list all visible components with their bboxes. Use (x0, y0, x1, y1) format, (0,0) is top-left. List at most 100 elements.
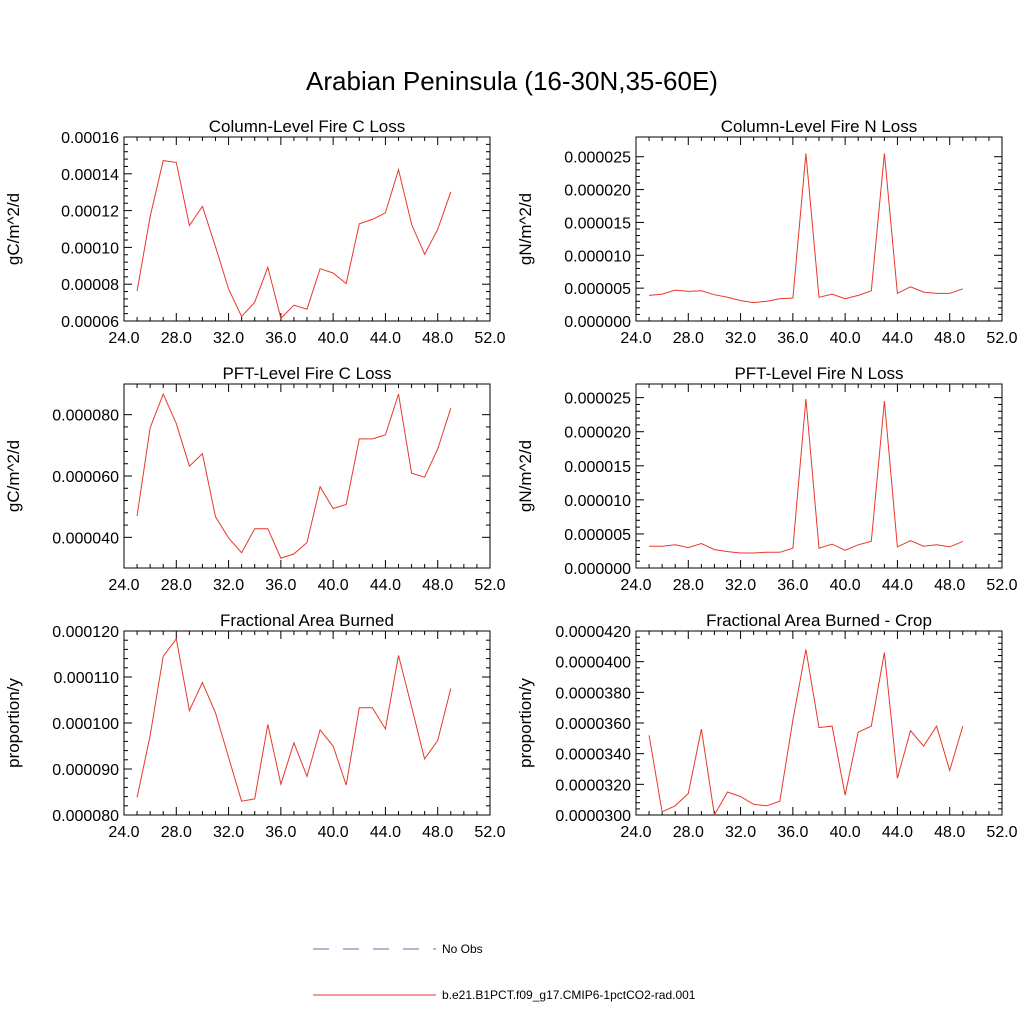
panel-3: PFT-Level Fire C Loss gC/m^2/d 24.0 28.0 32.… (4, 364, 506, 594)
y-axis-label: gC/m^2/d (4, 440, 23, 512)
y-tick-label: 0.000000 (564, 561, 631, 578)
x-tick-label: 32.0 (725, 330, 756, 347)
y-tick-label: 0.0000320 (555, 777, 631, 794)
y-tick-label: 0.000080 (52, 808, 119, 825)
series-line (137, 639, 451, 801)
y-axis-label: gN/m^2/d (516, 440, 535, 512)
y-tick-label: 0.0000420 (555, 624, 631, 641)
panel-title: PFT-Level Fire N Loss (734, 364, 903, 383)
x-tick-label: 36.0 (777, 824, 808, 841)
x-tick-label: 28.0 (161, 824, 192, 841)
x-tick-label: 48.0 (422, 824, 453, 841)
x-tick-label: 52.0 (474, 577, 505, 594)
x-tick-label: 36.0 (265, 824, 296, 841)
y-axis-label: gC/m^2/d (4, 193, 23, 265)
x-tick-label: 40.0 (830, 824, 861, 841)
x-tick-label: 32.0 (725, 824, 756, 841)
x-tick-label: 36.0 (777, 330, 808, 347)
y-axis-label: proportion/y (4, 678, 23, 768)
x-tick-label: 40.0 (318, 824, 349, 841)
y-tick-label: 0.0000400 (555, 655, 631, 672)
x-tick-label: 52.0 (986, 824, 1017, 841)
y-tick-label: 0.000010 (564, 493, 631, 510)
x-tick-label: 28.0 (161, 577, 192, 594)
y-axis-label: proportion/y (516, 678, 535, 768)
plot-frame (636, 631, 1002, 815)
y-tick-label: 0.000110 (53, 670, 119, 687)
x-tick-label: 28.0 (673, 824, 704, 841)
x-tick-label: 32.0 (213, 824, 244, 841)
x-tick-label: 28.0 (161, 330, 192, 347)
y-tick-label: 0.00008 (61, 277, 119, 294)
x-tick-label: 44.0 (882, 330, 913, 347)
x-tick-label: 52.0 (986, 577, 1017, 594)
x-tick-label: 52.0 (474, 330, 505, 347)
y-tick-label: 0.0000380 (555, 685, 631, 702)
y-tick-label: 0.000015 (564, 459, 631, 476)
x-tick-label: 40.0 (830, 577, 861, 594)
x-tick-label: 24.0 (108, 330, 139, 347)
y-tick-label: 0.000005 (564, 281, 631, 298)
y-tick-label: 0.00016 (61, 130, 119, 147)
plot-frame (124, 137, 490, 321)
x-tick-label: 36.0 (777, 577, 808, 594)
x-tick-label: 40.0 (318, 577, 349, 594)
y-tick-label: 0.000015 (564, 215, 631, 232)
panel-title: Fractional Area Burned (220, 611, 394, 630)
x-tick-label: 24.0 (108, 577, 139, 594)
panel-title: PFT-Level Fire C Loss (222, 364, 391, 383)
y-axis-label: gN/m^2/d (516, 193, 535, 265)
legend-label-run: b.e21.B1PCT.f09_g17.CMIP6-1pctCO2-rad.00… (442, 988, 696, 1002)
y-tick-label: 0.0000340 (555, 747, 631, 764)
y-tick-label: 0.000000 (564, 314, 631, 331)
x-tick-label: 52.0 (986, 330, 1017, 347)
x-tick-label: 28.0 (673, 577, 704, 594)
y-tick-label: 0.000090 (52, 762, 119, 779)
series-line (649, 399, 963, 553)
y-tick-label: 0.000120 (52, 624, 119, 641)
x-tick-label: 48.0 (934, 330, 965, 347)
y-tick-label: 0.00006 (61, 314, 119, 331)
x-tick-label: 48.0 (422, 577, 453, 594)
y-tick-label: 0.00012 (61, 204, 119, 221)
y-tick-label: 0.00010 (61, 240, 119, 257)
x-tick-label: 36.0 (265, 330, 296, 347)
legend-label-no-obs: No Obs (442, 942, 483, 956)
plot-frame (124, 631, 490, 815)
y-tick-label: 0.000025 (564, 150, 631, 167)
y-tick-label: 0.000025 (564, 391, 631, 408)
y-tick-label: 0.000060 (52, 469, 119, 486)
y-tick-label: 0.000010 (564, 248, 631, 265)
x-tick-label: 48.0 (422, 330, 453, 347)
x-tick-label: 32.0 (213, 577, 244, 594)
y-tick-label: 0.0000360 (555, 716, 631, 733)
x-tick-label: 44.0 (882, 824, 913, 841)
panel-title: Fractional Area Burned - Crop (706, 611, 932, 630)
y-tick-label: 0.000020 (564, 183, 631, 200)
legend: No Obs b.e21.B1PCT.f09_g17.CMIP6-1pctCO2… (313, 942, 696, 1002)
y-tick-label: 0.000020 (564, 425, 631, 442)
x-tick-label: 48.0 (934, 577, 965, 594)
x-tick-label: 32.0 (213, 330, 244, 347)
x-tick-label: 44.0 (370, 824, 401, 841)
x-tick-label: 40.0 (830, 330, 861, 347)
x-tick-label: 44.0 (882, 577, 913, 594)
plot-frame (636, 384, 1002, 568)
y-tick-label: 0.000040 (52, 530, 119, 547)
y-tick-label: 0.000100 (52, 716, 119, 733)
x-tick-label: 48.0 (934, 824, 965, 841)
panel-6: Fractional Area Burned - Crop proportion/… (516, 611, 1018, 841)
x-tick-label: 44.0 (370, 577, 401, 594)
series-line (649, 649, 963, 815)
x-tick-label: 44.0 (370, 330, 401, 347)
y-tick-label: 0.000005 (564, 527, 631, 544)
y-tick-label: 0.0000300 (555, 808, 631, 825)
y-tick-label: 0.00014 (61, 167, 119, 184)
x-tick-label: 24.0 (620, 330, 651, 347)
x-tick-label: 24.0 (108, 824, 139, 841)
x-tick-label: 24.0 (620, 824, 651, 841)
